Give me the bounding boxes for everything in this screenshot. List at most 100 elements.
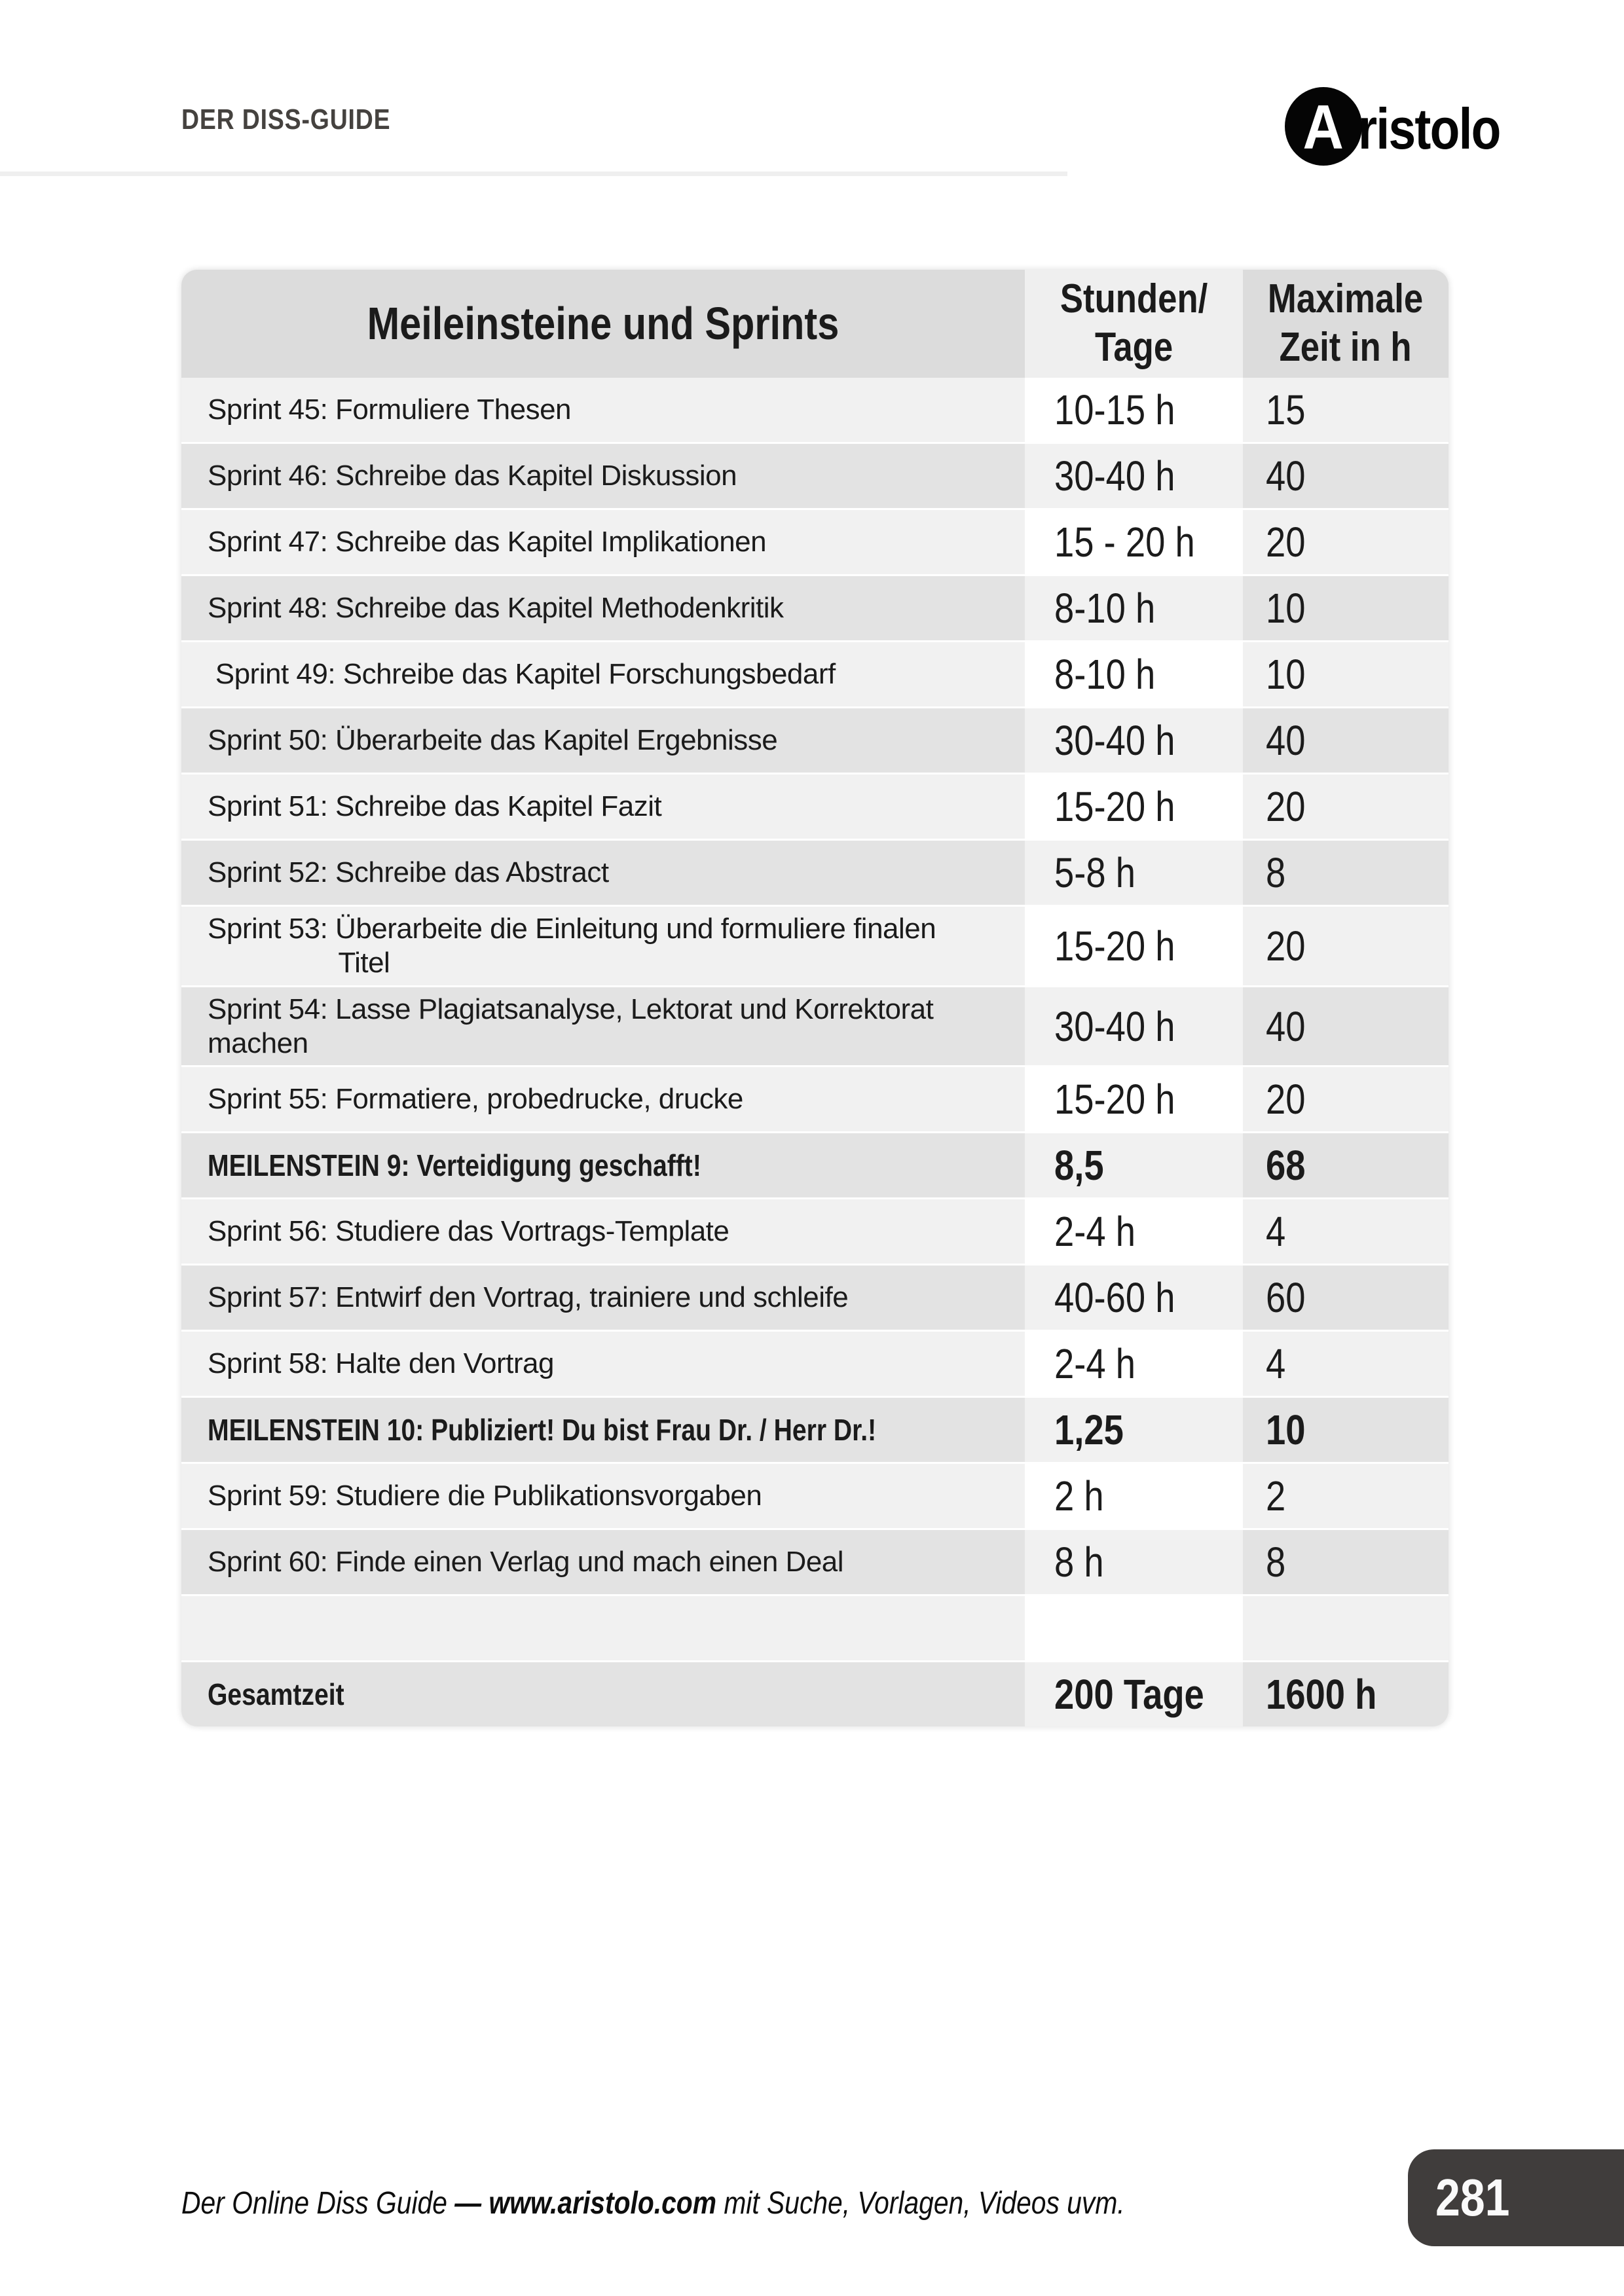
table-row: Sprint 59: Studiere die Publikationsvorg… xyxy=(181,1464,1449,1529)
sprint-label: Sprint 55: Formatiere, probedrucke, druc… xyxy=(208,1083,743,1116)
hours-value: 30-40 h xyxy=(1054,716,1175,764)
max-hours-cell: 8 xyxy=(1243,841,1449,905)
max-hours-cell: 8 xyxy=(1243,1530,1449,1594)
hours-value: 30-40 h xyxy=(1054,1002,1175,1050)
sprint-label-cell: Sprint 55: Formatiere, probedrucke, druc… xyxy=(181,1067,1025,1131)
hours-cell: 8-10 h xyxy=(1025,575,1243,640)
sprint-label-cell: Sprint 49: Schreibe das Kapitel Forschun… xyxy=(181,642,1025,706)
sprint-label-cell: Sprint 60: Finde einen Verlag und mach e… xyxy=(181,1530,1025,1594)
max-hours-value: 20 xyxy=(1266,1076,1306,1123)
hours-value: 15-20 h xyxy=(1054,922,1175,970)
hours-cell: 40-60 h xyxy=(1025,1266,1243,1330)
max-hours-cell: 40 xyxy=(1243,708,1449,773)
max-hours-cell: 10 xyxy=(1243,576,1449,640)
max-hours-value: 8 xyxy=(1266,1539,1286,1586)
sprint-label-cell: Sprint 59: Studiere die Publikationsvorg… xyxy=(181,1464,1025,1528)
table-row: MEILENSTEIN 10: Publiziert! Du bist Frau… xyxy=(181,1398,1449,1463)
hours-value: 15-20 h xyxy=(1054,1076,1175,1123)
footer-text: Der Online Diss Guide — www.aristolo.com… xyxy=(181,2185,1291,2221)
max-hours-value: 40 xyxy=(1266,452,1306,500)
table-row: Sprint 49: Schreibe das Kapitel Forschun… xyxy=(181,642,1449,706)
hours-cell: 8-10 h xyxy=(1025,642,1243,706)
max-hours-value: 20 xyxy=(1266,518,1306,566)
hours-cell: 15-20 h xyxy=(1025,1067,1243,1132)
hours-cell: 30-40 h xyxy=(1025,987,1243,1066)
table-row: Sprint 45: Formuliere Thesen 10-15 h 15 xyxy=(181,377,1449,442)
max-hours-cell: 20 xyxy=(1243,774,1449,839)
table-title-cell: Meileinsteine und Sprints xyxy=(181,270,1025,378)
sprint-label: Sprint 58: Halte den Vortrag xyxy=(208,1347,555,1380)
sprint-label: Sprint 47: Schreibe das Kapitel Implikat… xyxy=(208,525,767,558)
max-hours-value: 20 xyxy=(1266,782,1306,830)
table-title: Meileinsteine und Sprints xyxy=(367,298,840,350)
table-row: Sprint 52: Schreibe das Abstract 5-8 h 8 xyxy=(181,840,1449,905)
table-row: Sprint 46: Schreibe das Kapitel Diskussi… xyxy=(181,443,1449,508)
sprint-label-cell: Sprint 57: Entwirf den Vortrag, trainier… xyxy=(181,1266,1025,1330)
document-label-text: DER DISS-GUIDE xyxy=(181,103,391,136)
hours-value: 10-15 h xyxy=(1054,386,1175,433)
max-hours-cell: 10 xyxy=(1243,642,1449,706)
max-hours-cell: 1600 h xyxy=(1243,1662,1449,1726)
max-hours-cell: 20 xyxy=(1243,510,1449,574)
sprint-label: Sprint 57: Entwirf den Vortrag, trainier… xyxy=(208,1281,849,1314)
max-hours-value: 15 xyxy=(1266,386,1306,433)
table-row: Sprint 51: Schreibe das Kapitel Fazit 15-… xyxy=(181,774,1449,839)
max-hours-value: 2 xyxy=(1266,1472,1286,1520)
max-hours-value: 8 xyxy=(1266,848,1286,896)
max-hours-value: 10 xyxy=(1266,650,1306,698)
table-row: Sprint 60: Finde einen Verlag und mach e… xyxy=(181,1530,1449,1595)
page-number: 281 xyxy=(1435,2168,1510,2227)
max-hours-value: 60 xyxy=(1266,1274,1306,1322)
sprint-label-cell: MEILENSTEIN 10: Publiziert! Du bist Frau… xyxy=(181,1398,1025,1462)
hours-value: 15 - 20 h xyxy=(1054,518,1195,566)
milestones-table: Meileinsteine und Sprints Stunden/ Tage … xyxy=(181,270,1449,1727)
max-hours-cell: 20 xyxy=(1243,907,1449,985)
hours-column-header-cell: Stunden/ Tage xyxy=(1025,270,1243,378)
table-row: Sprint 56: Studiere das Vortrags-Templat… xyxy=(181,1199,1449,1264)
sprint-label-cell: Sprint 51: Schreibe das Kapitel Fazit xyxy=(181,774,1025,839)
hours-cell: 8,5 xyxy=(1025,1133,1243,1198)
sprint-label: Sprint 52: Schreibe das Abstract xyxy=(208,856,609,888)
table-row: Sprint 55: Formatiere, probedrucke, druc… xyxy=(181,1067,1449,1132)
hours-cell: 2-4 h xyxy=(1025,1199,1243,1264)
max-column-header: Maximale Zeit in h xyxy=(1268,276,1424,371)
sprint-label-cell: Sprint 46: Schreibe das Kapitel Diskussi… xyxy=(181,444,1025,508)
logo-wordmark: ristolo xyxy=(1358,96,1501,161)
sprint-label-cell: Sprint 45: Formuliere Thesen xyxy=(181,378,1025,442)
sprint-label-cell: Sprint 53: Überarbeite die Einleitung un… xyxy=(181,907,1025,985)
hours-value: 2-4 h xyxy=(1054,1340,1135,1388)
hours-cell: 15-20 h xyxy=(1025,774,1243,839)
hours-cell: 30-40 h xyxy=(1025,443,1243,508)
max-hours-cell xyxy=(1243,1596,1449,1660)
max-hours-value: 40 xyxy=(1266,1002,1306,1050)
header-divider xyxy=(0,172,1067,176)
hours-value: 2 h xyxy=(1054,1472,1104,1520)
max-hours-value: 10 xyxy=(1266,584,1306,632)
max-hours-cell: 2 xyxy=(1243,1464,1449,1528)
max-hours-value: 4 xyxy=(1266,1340,1286,1388)
hours-value: 8,5 xyxy=(1054,1142,1104,1190)
sprint-label: Sprint 46: Schreibe das Kapitel Diskussi… xyxy=(208,459,737,492)
hours-cell: 30-40 h xyxy=(1025,708,1243,773)
logo-circle-icon: A xyxy=(1285,87,1362,166)
max-hours-value: 68 xyxy=(1266,1142,1306,1190)
sprint-label-cell: Sprint 58: Halte den Vortrag xyxy=(181,1332,1025,1396)
aristolo-logo: A ristolo xyxy=(1285,87,1525,166)
sprint-label-cell: Sprint 48: Schreibe das Kapitel Methoden… xyxy=(181,576,1025,640)
sprint-label: Sprint 49: Schreibe das Kapitel Forschun… xyxy=(208,657,836,690)
table-row: Sprint 50: Überarbeite das Kapitel Ergeb… xyxy=(181,708,1449,773)
hours-cell: 2-4 h xyxy=(1025,1332,1243,1396)
hours-value: 8-10 h xyxy=(1054,650,1156,698)
max-hours-value: 4 xyxy=(1266,1208,1286,1256)
sprint-label: Sprint 59: Studiere die Publikationsvorg… xyxy=(208,1480,762,1512)
hours-value: 8 h xyxy=(1054,1539,1104,1586)
max-hours-value: 20 xyxy=(1266,922,1306,970)
max-hours-cell: 40 xyxy=(1243,444,1449,508)
sprint-label: Sprint 45: Formuliere Thesen xyxy=(208,393,572,426)
page-number-badge: 281 xyxy=(1408,2149,1624,2246)
table-body: Sprint 45: Formuliere Thesen 10-15 h 15 Spr… xyxy=(181,377,1449,1727)
sprint-label-cell: Sprint 50: Überarbeite das Kapitel Ergeb… xyxy=(181,708,1025,773)
table-row: Sprint 48: Schreibe das Kapitel Methoden… xyxy=(181,575,1449,640)
table-row: MEILENSTEIN 9: Verteidigung geschafft! 8,… xyxy=(181,1133,1449,1198)
max-hours-value: 10 xyxy=(1266,1406,1306,1454)
